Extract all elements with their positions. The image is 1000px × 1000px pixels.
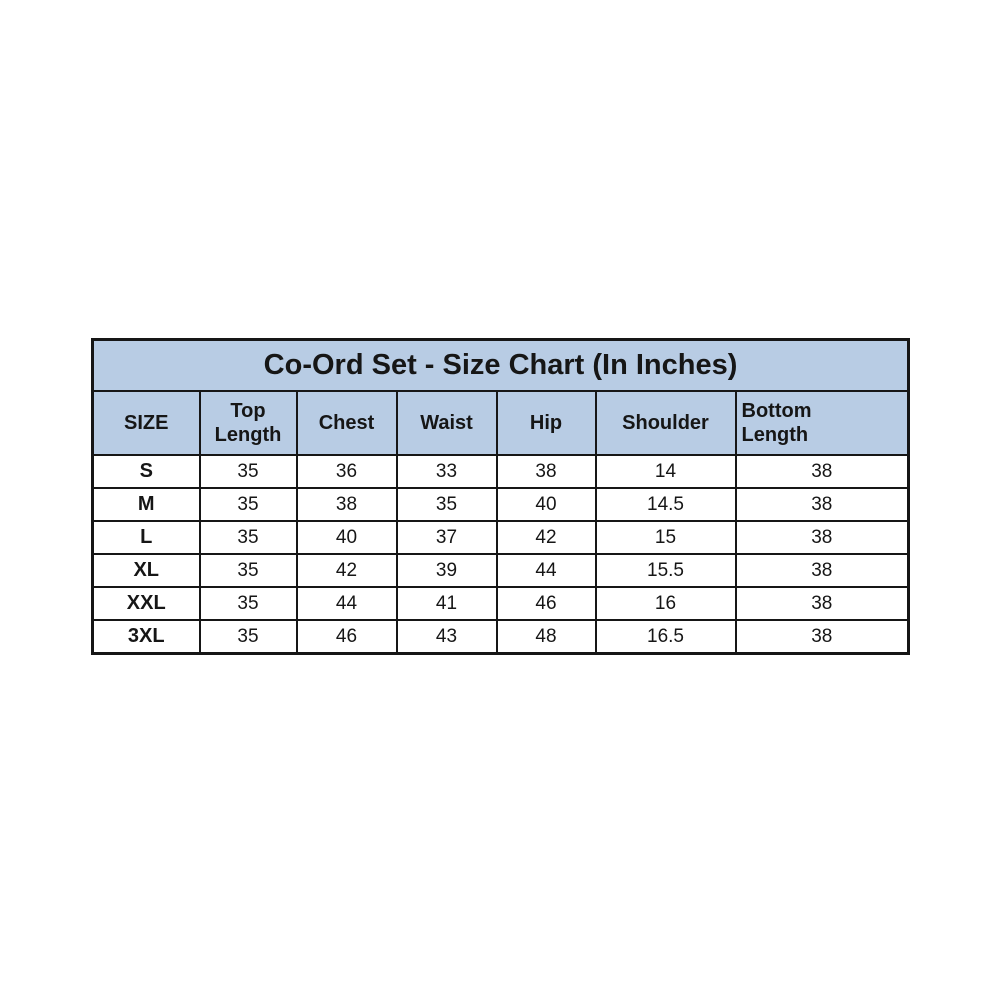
table-row-xxl: XXL 35 44 41 46 16 38 [91,586,910,621]
cell-waist: 43 [395,619,498,655]
cell-shoulder: 15.5 [594,553,737,588]
table-row-m: M 35 38 35 40 14.5 38 [91,487,910,522]
size-label: 3XL [91,619,201,655]
size-label: M [91,487,201,522]
size-label: S [91,454,201,489]
cell-waist: 33 [395,454,498,489]
cell-shoulder: 14.5 [594,487,737,522]
cell-waist: 35 [395,487,498,522]
cell-bottom-length: 38 [734,454,910,489]
cell-bottom-length: 38 [734,586,910,621]
cell-shoulder: 14 [594,454,737,489]
cell-hip: 48 [495,619,597,655]
cell-top-length: 35 [198,520,298,555]
col-header-waist: Waist [395,390,498,456]
table-row-s: S 35 36 33 38 14 38 [91,454,910,489]
cell-top-length: 35 [198,487,298,522]
size-label: XXL [91,586,201,621]
col-header-bottom-length: Bottom Length [734,390,910,456]
cell-bottom-length: 38 [734,553,910,588]
cell-bottom-length: 38 [734,487,910,522]
cell-top-length: 35 [198,586,298,621]
size-chart-table: Co-Ord Set - Size Chart (In Inches) SIZE… [91,338,911,655]
cell-waist: 41 [395,586,498,621]
cell-chest: 40 [295,520,398,555]
cell-chest: 46 [295,619,398,655]
cell-hip: 46 [495,586,597,621]
cell-chest: 36 [295,454,398,489]
table-row-xl: XL 35 42 39 44 15.5 38 [91,553,910,588]
cell-hip: 44 [495,553,597,588]
size-label: XL [91,553,201,588]
cell-chest: 38 [295,487,398,522]
cell-chest: 42 [295,553,398,588]
cell-waist: 37 [395,520,498,555]
cell-chest: 44 [295,586,398,621]
table-row-l: L 35 40 37 42 15 38 [91,520,910,555]
cell-top-length: 35 [198,619,298,655]
size-label: L [91,520,201,555]
col-header-top-length: Top Length [198,390,298,456]
col-header-shoulder: Shoulder [594,390,737,456]
title-row: Co-Ord Set - Size Chart (In Inches) [91,338,910,392]
col-header-hip: Hip [495,390,597,456]
cell-shoulder: 16.5 [594,619,737,655]
cell-hip: 38 [495,454,597,489]
cell-shoulder: 16 [594,586,737,621]
cell-bottom-length: 38 [734,520,910,555]
cell-hip: 42 [495,520,597,555]
table-row-3xl: 3XL 35 46 43 48 16.5 38 [91,619,910,655]
col-header-size: SIZE [91,390,201,456]
cell-waist: 39 [395,553,498,588]
cell-hip: 40 [495,487,597,522]
cell-top-length: 35 [198,454,298,489]
cell-top-length: 35 [198,553,298,588]
col-header-chest: Chest [295,390,398,456]
cell-bottom-length: 38 [734,619,910,655]
chart-title: Co-Ord Set - Size Chart (In Inches) [91,338,910,392]
header-row: SIZE Top Length Chest Waist Hip Shoulder… [91,390,910,456]
cell-shoulder: 15 [594,520,737,555]
